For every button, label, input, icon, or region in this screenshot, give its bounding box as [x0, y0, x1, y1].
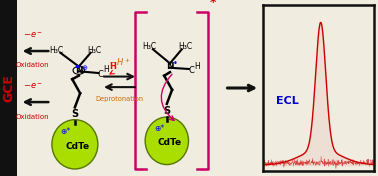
Text: ⊕: ⊕ [81, 65, 87, 71]
Text: S: S [163, 106, 170, 116]
Text: ⊕*: ⊕* [60, 127, 71, 137]
Text: C: C [188, 66, 194, 75]
Text: •: • [173, 59, 178, 68]
Ellipse shape [145, 117, 189, 165]
Text: Oxidation: Oxidation [16, 62, 50, 68]
Text: H₃C: H₃C [142, 42, 156, 51]
Text: ⊕*: ⊕* [154, 124, 164, 133]
Text: H: H [194, 62, 200, 71]
FancyArrowPatch shape [161, 74, 174, 120]
FancyArrowPatch shape [110, 70, 115, 74]
Text: CdTe: CdTe [157, 138, 181, 147]
Text: H₃C: H₃C [179, 42, 193, 51]
Text: CdTe: CdTe [65, 142, 90, 151]
Text: H: H [110, 62, 116, 71]
Text: N: N [166, 62, 174, 71]
Text: Oxidation: Oxidation [16, 114, 50, 120]
Text: Deprotonation: Deprotonation [96, 96, 144, 102]
Text: S: S [71, 109, 78, 119]
Text: *: * [210, 0, 216, 9]
Text: C: C [98, 70, 104, 79]
Ellipse shape [52, 120, 98, 169]
Text: ECL: ECL [276, 96, 299, 106]
Text: $-H^+$: $-H^+$ [109, 56, 130, 68]
Text: $-e^-$: $-e^-$ [23, 30, 43, 40]
Bar [0, 0, 17, 176]
Text: $-e^-$: $-e^-$ [23, 81, 43, 91]
Text: H₃C: H₃C [50, 46, 64, 55]
Text: N: N [75, 66, 83, 75]
Text: GCE: GCE [2, 74, 15, 102]
Text: H₃C: H₃C [88, 46, 102, 55]
Text: H: H [103, 65, 109, 74]
